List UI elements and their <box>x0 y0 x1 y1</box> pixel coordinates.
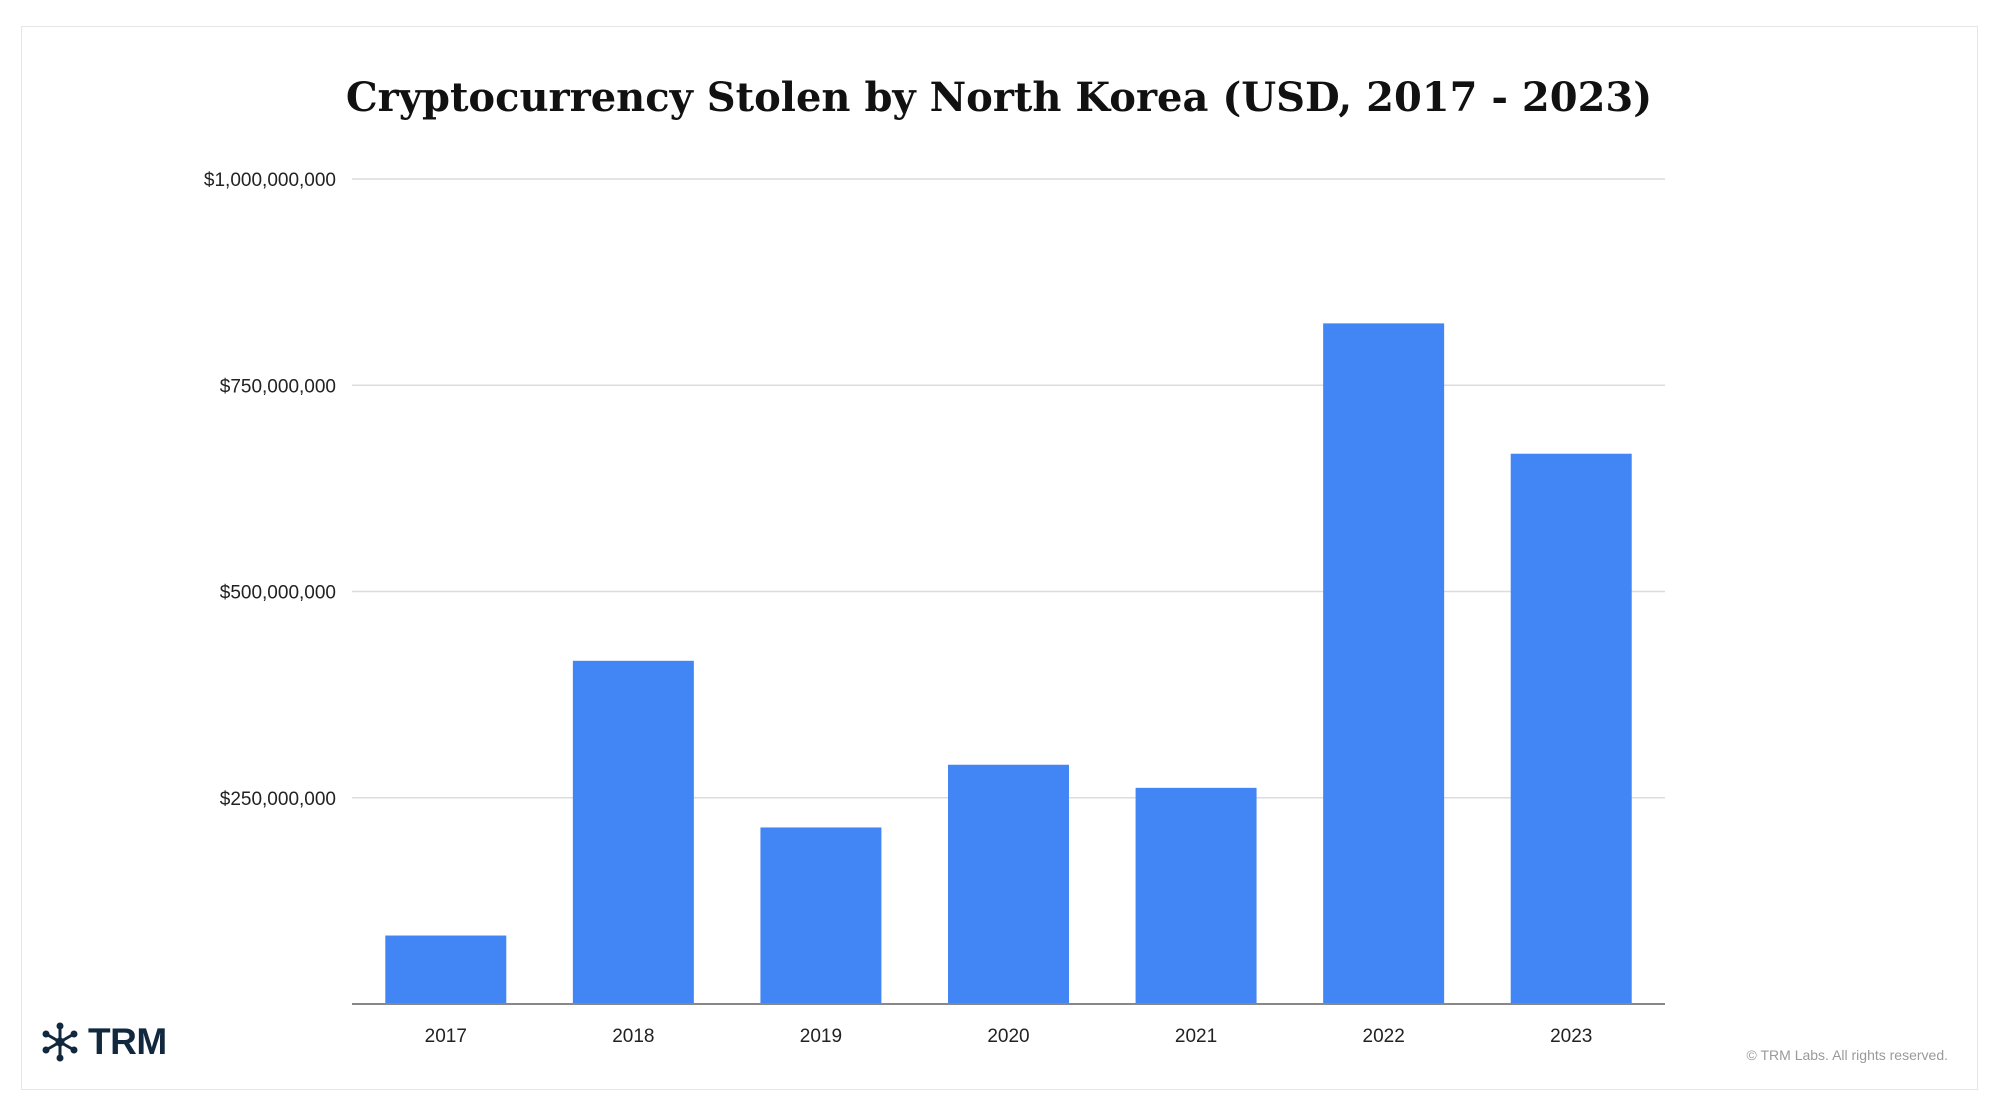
y-tick-label: $750,000,000 <box>220 376 336 397</box>
bar-2020 <box>948 764 1069 1004</box>
gridlines <box>352 178 1665 799</box>
bar-2022 <box>1323 323 1445 1004</box>
bar-2018 <box>572 660 694 1004</box>
x-tick-label: 2021 <box>1175 1026 1217 1047</box>
x-tick-label: 2020 <box>987 1026 1029 1047</box>
bar-2019 <box>760 827 882 1004</box>
x-tick-label: 2019 <box>800 1026 842 1047</box>
chart-title: Cryptocurrency Stolen by North Korea (US… <box>346 74 1652 121</box>
x-tick-label: 2023 <box>1550 1026 1592 1047</box>
x-tick-label: 2018 <box>612 1026 654 1047</box>
logo-text: TRM <box>88 1021 167 1062</box>
copyright-notice: © TRM Labs. All rights reserved. <box>1746 1047 1948 1063</box>
bars <box>385 323 1632 1005</box>
bar-2021 <box>1135 787 1257 1004</box>
y-tick-label: $500,000,000 <box>220 583 336 604</box>
x-axis-tick-labels: 2017 2018 2019 2020 2021 2022 2023 <box>425 1026 1593 1047</box>
y-tick-label: $1,000,000,000 <box>204 170 336 191</box>
x-tick-label: 2022 <box>1363 1026 1405 1047</box>
y-axis-tick-labels: $250,000,000 $500,000,000 $750,000,000 $1,0… <box>204 170 336 810</box>
y-tick-label: $250,000,000 <box>220 789 336 810</box>
trm-logo: TRM <box>40 1020 167 1064</box>
bar-2017 <box>385 935 507 1004</box>
bar-2023 <box>1510 453 1632 1005</box>
asterisk-network-icon <box>42 1022 78 1062</box>
x-tick-label: 2017 <box>425 1026 467 1047</box>
